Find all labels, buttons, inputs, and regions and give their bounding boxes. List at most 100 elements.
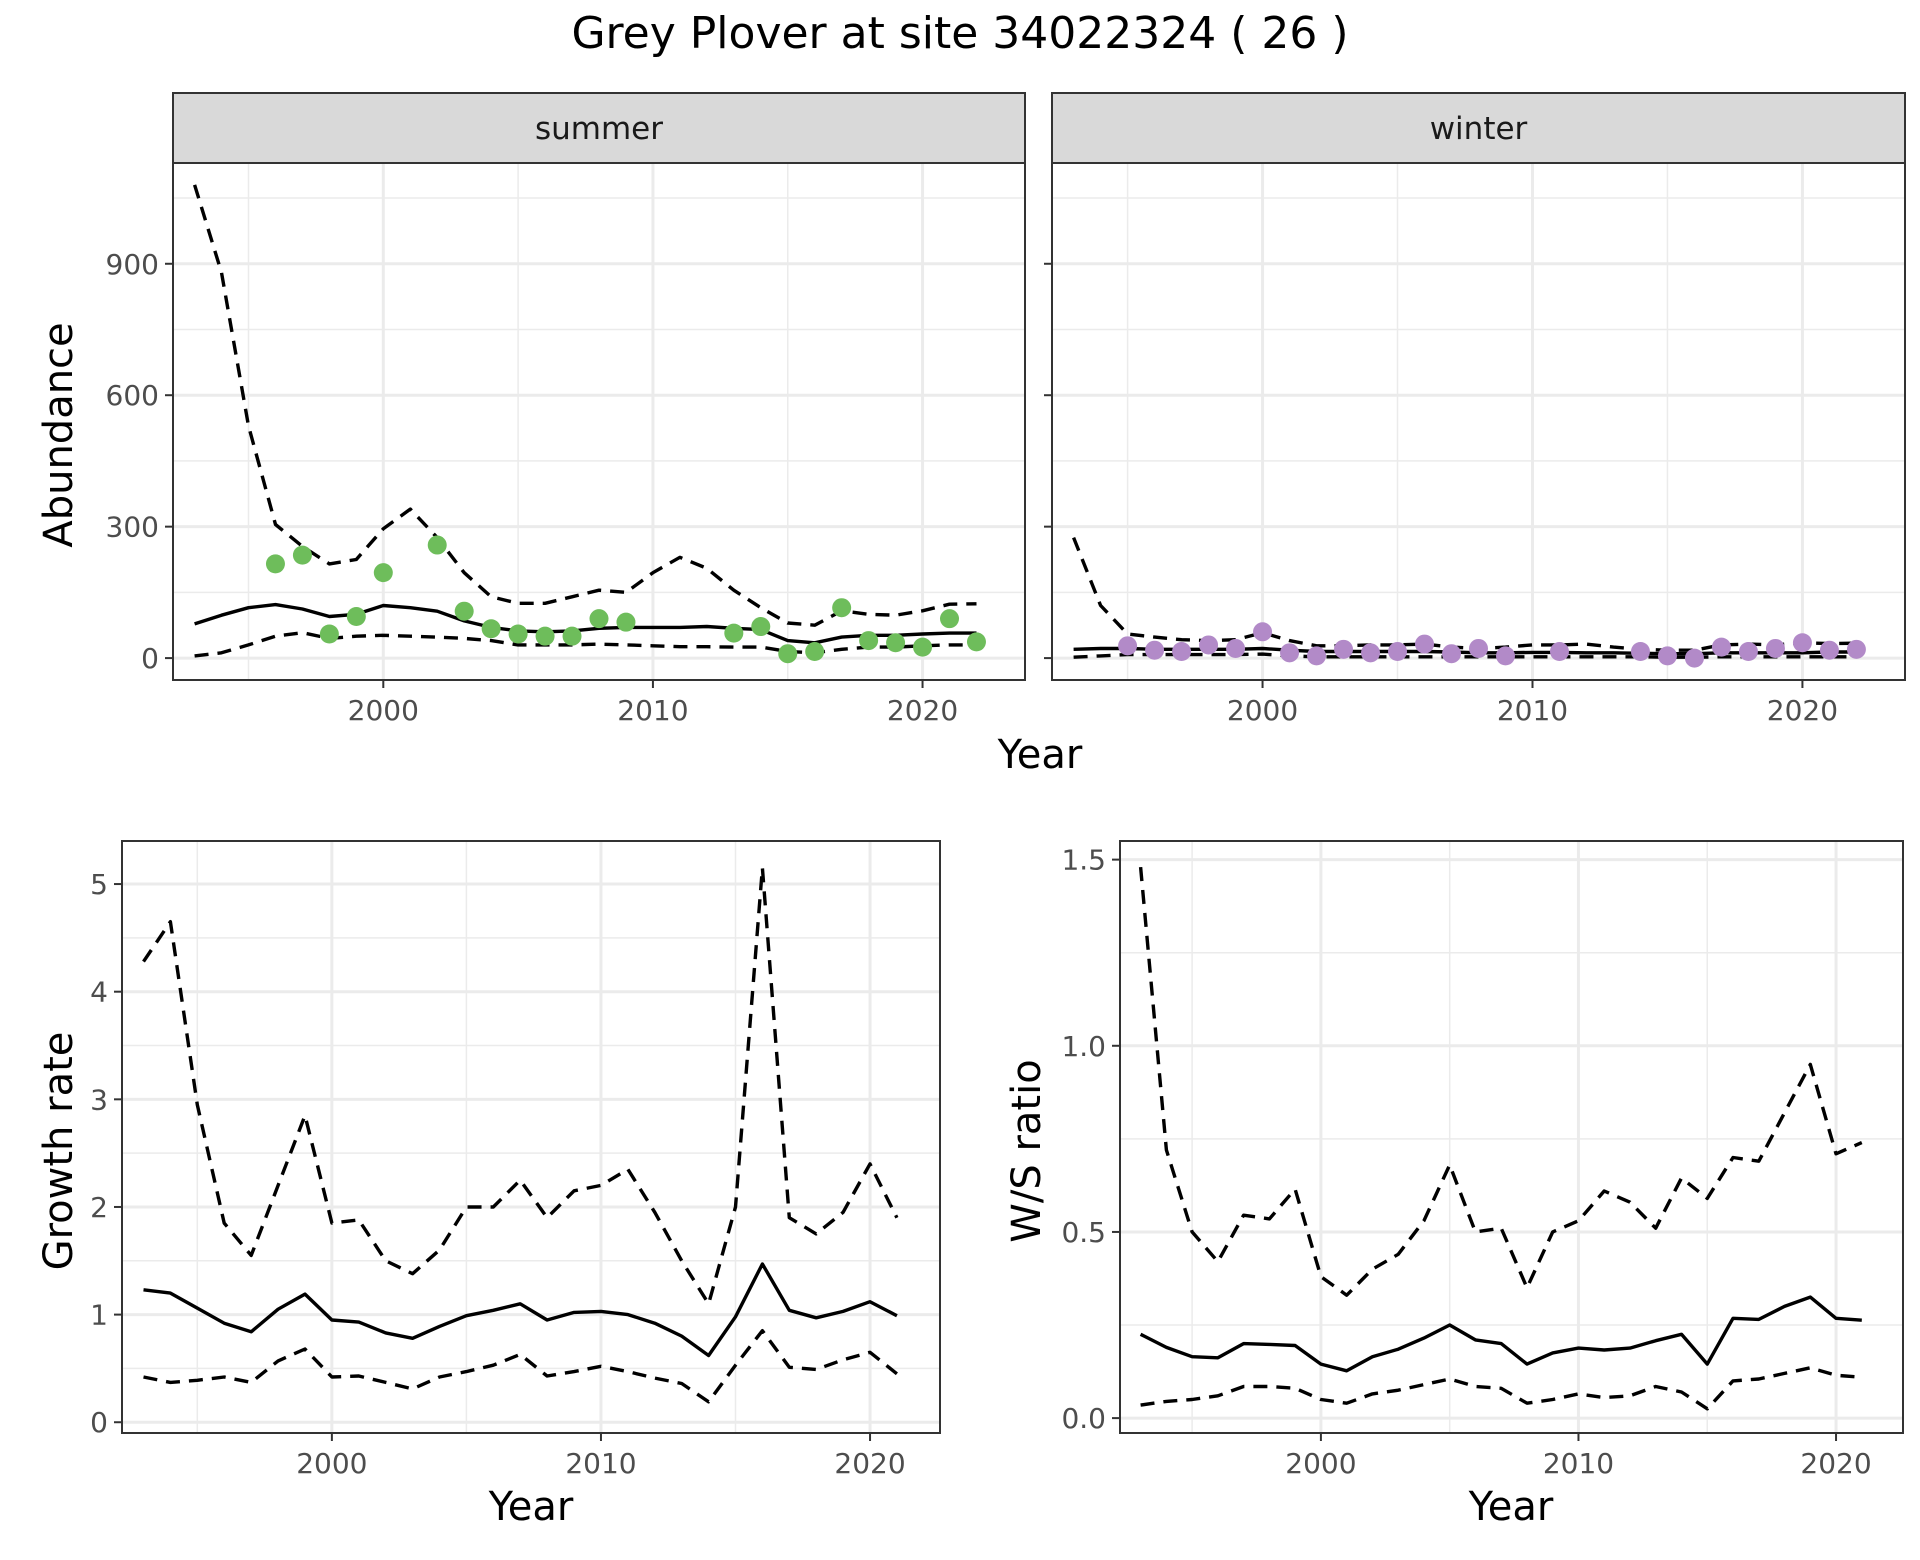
data-point-winter — [1145, 640, 1165, 660]
data-point-winter — [1172, 642, 1192, 662]
data-point-winter — [1280, 643, 1300, 663]
panel-border — [1119, 840, 1904, 1434]
data-point-winter — [1469, 638, 1488, 658]
data-point-winter — [1657, 646, 1677, 666]
panels: summer 2000 2010 2020 0 300 600 900 Abundance Yea… — [36, 92, 1906, 1530]
x-tick-label: 2000 — [348, 694, 419, 727]
data-point-winter — [1199, 635, 1219, 655]
facet-strip — [172, 92, 1026, 164]
data-point-summer — [616, 612, 636, 632]
series-line-lower — [1140, 1366, 1862, 1411]
y-tick-label: 3 — [90, 1083, 108, 1116]
data-point-winter — [1334, 639, 1354, 659]
series-line-lower — [143, 1329, 898, 1404]
y-axis-title: W/S ratio — [1004, 1059, 1050, 1242]
data-point-summer — [292, 545, 312, 565]
data-point-summer — [940, 609, 960, 629]
data-point-winter — [1495, 646, 1515, 666]
series-line-fit — [1139, 1295, 1862, 1373]
data-point-winter — [1684, 648, 1704, 668]
data-point-summer — [913, 637, 933, 657]
data-point-summer — [778, 644, 798, 664]
x-tick-label: 2010 — [617, 694, 688, 727]
data-point-winter — [1226, 638, 1246, 658]
y-tick-label: 4 — [90, 976, 108, 1009]
x-tick-label: 2020 — [834, 1447, 905, 1480]
series-line-upper — [1072, 536, 1857, 652]
data-point-summer — [427, 535, 447, 555]
x-tick-label: 2000 — [1285, 1447, 1356, 1480]
x-axis-title: Year — [488, 1484, 574, 1530]
x-axis-title: Year — [997, 732, 1083, 778]
facet-strip-label: winter — [1430, 111, 1528, 147]
data-point-summer — [319, 624, 339, 644]
x-tick-label: 2000 — [1227, 694, 1298, 727]
x-tick-label: 2020 — [1767, 694, 1838, 727]
facet-strip — [1051, 92, 1906, 164]
y-tick-label: 1.5 — [1061, 844, 1106, 877]
data-point-winter — [1307, 646, 1327, 666]
data-point-winter — [1253, 622, 1273, 642]
data-point-winter — [1630, 642, 1650, 662]
data-point-summer — [265, 554, 285, 574]
panel-border — [1051, 162, 1906, 681]
data-point-summer — [562, 626, 582, 646]
y-tick-label: 600 — [106, 379, 159, 412]
y-tick-label: 1.0 — [1061, 1030, 1106, 1063]
y-tick-label: 0.0 — [1061, 1402, 1106, 1435]
x-tick-label: 2000 — [296, 1447, 367, 1480]
panel-winter: winter 2000 2010 2020 — [1044, 92, 1906, 727]
y-tick-label: 5 — [90, 868, 108, 901]
x-tick-label: 2010 — [1497, 694, 1568, 727]
data-point-winter — [1388, 642, 1408, 662]
y-tick-label: 2 — [90, 1191, 108, 1224]
data-point-summer — [346, 606, 366, 626]
series-line-upper — [192, 184, 977, 627]
data-point-summer — [859, 631, 879, 651]
panel-border — [172, 162, 1026, 681]
data-point-summer — [751, 617, 771, 637]
figure-title: Grey Plover at site 34022324 ( 26 ) — [571, 8, 1348, 59]
series-line-fit — [143, 1262, 898, 1358]
data-point-summer — [508, 624, 528, 644]
data-point-summer — [805, 642, 825, 662]
series-line-lower — [1073, 652, 1857, 659]
data-point-winter — [1792, 633, 1812, 653]
data-point-summer — [589, 609, 609, 629]
data-point-winter — [1361, 643, 1381, 663]
series-line-lower — [194, 631, 977, 658]
data-point-winter — [1711, 637, 1731, 657]
data-point-winter — [1846, 639, 1866, 659]
y-tick-label: 0 — [90, 1406, 108, 1439]
data-point-summer — [724, 623, 744, 643]
x-tick-label: 2010 — [1543, 1447, 1614, 1480]
x-tick-label: 2020 — [887, 694, 958, 727]
data-point-summer — [886, 633, 906, 653]
panel-ws_ratio: 2000 2010 2020 0.0 0.5 1.0 1.5 W/S ratio Year — [1004, 840, 1904, 1530]
y-tick-label: 0 — [141, 642, 159, 675]
data-point-winter — [1442, 644, 1462, 664]
data-point-winter — [1765, 638, 1785, 658]
y-tick-label: 0.5 — [1061, 1216, 1106, 1249]
facet-strip-label: summer — [535, 111, 663, 147]
data-point-winter — [1738, 642, 1758, 662]
data-point-summer — [832, 598, 852, 618]
data-point-summer — [373, 563, 393, 583]
series-line-upper — [142, 866, 899, 1306]
data-point-winter — [1819, 640, 1839, 660]
data-point-summer — [966, 632, 986, 652]
data-point-summer — [481, 619, 501, 639]
x-tick-label: 2020 — [1800, 1447, 1871, 1480]
panel-border — [121, 840, 941, 1434]
series-line-fit — [194, 602, 977, 645]
data-point-summer — [535, 626, 555, 646]
data-point-summer — [454, 601, 474, 621]
y-tick-label: 900 — [106, 248, 159, 281]
panel-summer: summer 2000 2010 2020 0 300 600 900 Abundance Yea… — [36, 92, 1083, 778]
y-axis-title: Growth rate — [36, 1032, 82, 1271]
data-point-winter — [1118, 636, 1138, 656]
y-tick-label: 1 — [90, 1299, 108, 1332]
y-axis-title: Abundance — [36, 322, 82, 547]
panel-growth: 2000 2010 2020 0 1 2 3 4 5 Growth rate Year — [36, 840, 941, 1530]
